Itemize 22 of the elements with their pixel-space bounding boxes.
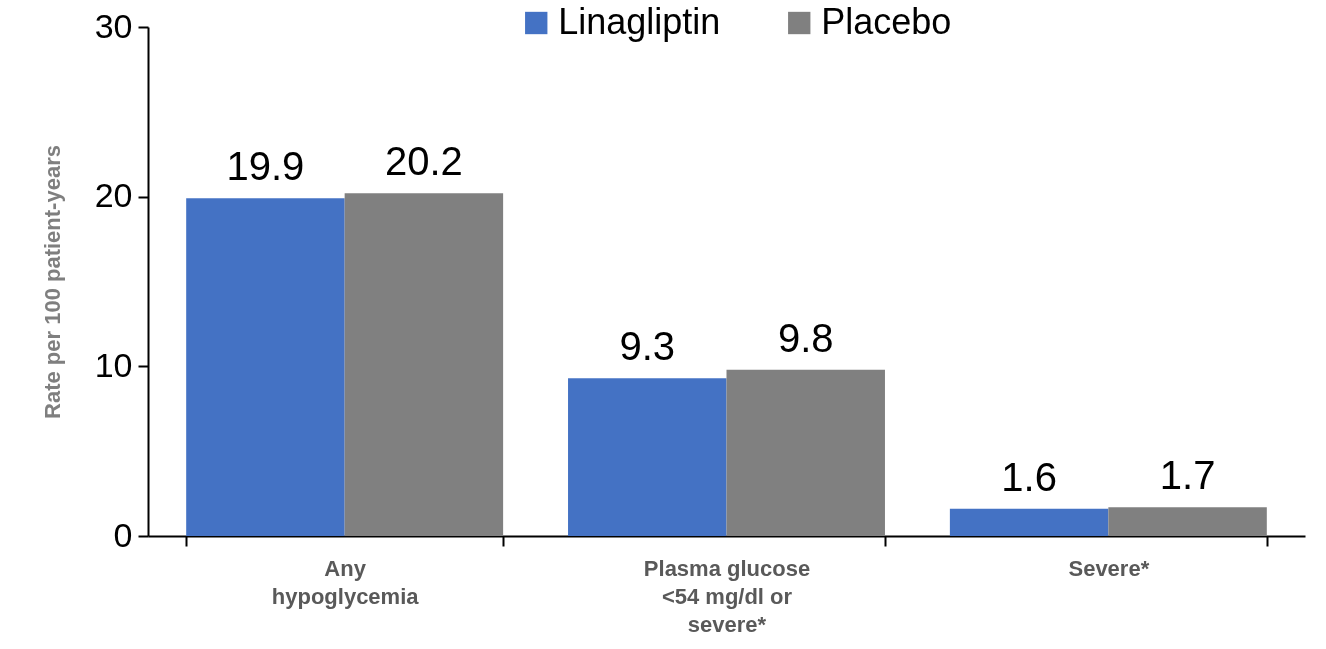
data-label: 9.8: [777, 315, 834, 360]
legend-label: Linagliptin: [558, 1, 721, 42]
x-tick-label: Severe*: [1068, 555, 1150, 581]
bar: [949, 508, 1109, 536]
data-label: 19.9: [226, 144, 305, 189]
data-label: 1.7: [1159, 453, 1216, 498]
y-tick-label: 30: [94, 6, 133, 45]
y-tick-label: 10: [94, 345, 133, 384]
bar: [726, 369, 885, 536]
y-tick-label: 20: [94, 176, 133, 215]
legend-label: Placebo: [821, 1, 952, 42]
y-axis-title: Rate per 100 patient-years: [39, 145, 65, 419]
bar: [1108, 507, 1267, 536]
data-label: 1.6: [1001, 454, 1057, 499]
y-tick-label: 0: [113, 515, 133, 554]
bar: [568, 378, 727, 536]
data-label: 20.2: [384, 139, 463, 184]
x-tick-label: Plasma glucose <54 mg/dl or severe*: [643, 555, 811, 637]
data-label: 9.3: [619, 324, 676, 369]
x-tick-label: Any hypoglycemia: [271, 555, 420, 609]
bar: [186, 198, 345, 536]
bar: [344, 193, 504, 536]
